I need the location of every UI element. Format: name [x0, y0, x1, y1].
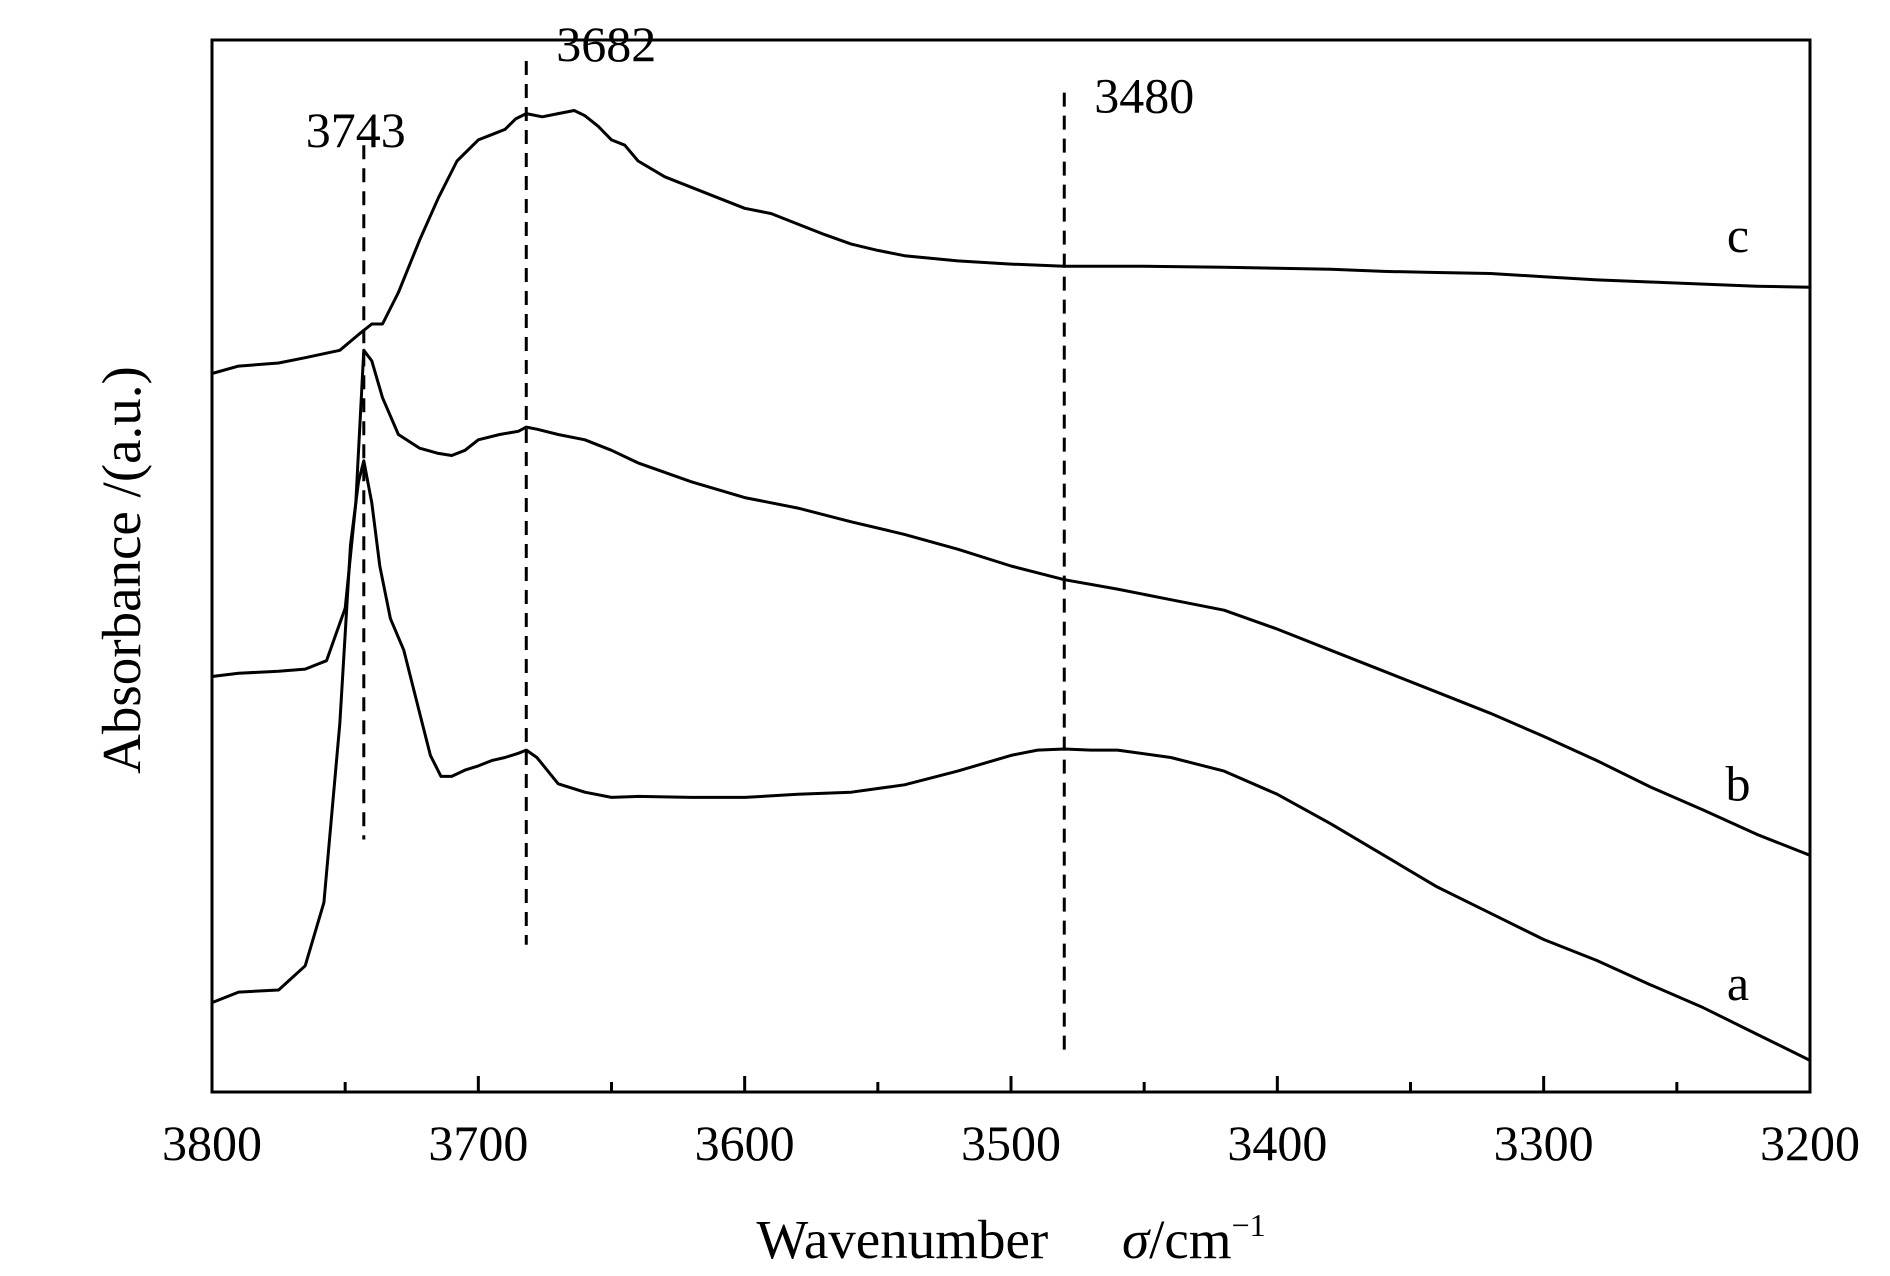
x-tick-label: 3500: [961, 1115, 1061, 1171]
series-lines: [211, 109, 1811, 1062]
series-line-c: [211, 109, 1811, 375]
series-label-c: c: [1727, 207, 1749, 263]
x-axis-title-symbol: σ: [1122, 1209, 1151, 1270]
x-tick-label: 3700: [428, 1115, 528, 1171]
y-axis-title: Absorbance /(a.u.): [91, 366, 152, 774]
series-labels: a b c: [1726, 207, 1751, 1011]
x-tick-label: 3600: [695, 1115, 795, 1171]
x-axis-title-text: Wavenumber: [756, 1209, 1048, 1270]
peak-marker-lines: [362, 61, 1066, 1050]
x-axis-title-unit: /cm: [1149, 1209, 1231, 1270]
series-line-a: [211, 459, 1811, 1062]
x-tick-label: 3800: [162, 1115, 262, 1171]
x-axis-title: Wavenumber σ/cm−1: [756, 1207, 1265, 1270]
peak-marker-labels: 3743 3682 3480: [306, 16, 1194, 158]
series-line-b: [211, 348, 1811, 857]
peak-label-3743: 3743: [306, 102, 406, 158]
x-tick-label: 3300: [1494, 1115, 1594, 1171]
peak-label-3682: 3682: [556, 16, 656, 72]
x-tick-label: 3200: [1760, 1115, 1860, 1171]
series-label-a: a: [1727, 955, 1749, 1011]
x-axis-title-unit-exponent: −1: [1232, 1207, 1266, 1243]
series-label-b: b: [1726, 755, 1751, 811]
x-axis-tick-labels: 3800 3700 3600 3500 3400 3300 3200: [162, 1115, 1860, 1171]
x-axis-ticks: [210, 1076, 1812, 1092]
peak-label-3480: 3480: [1094, 68, 1194, 124]
x-tick-label: 3400: [1227, 1115, 1327, 1171]
